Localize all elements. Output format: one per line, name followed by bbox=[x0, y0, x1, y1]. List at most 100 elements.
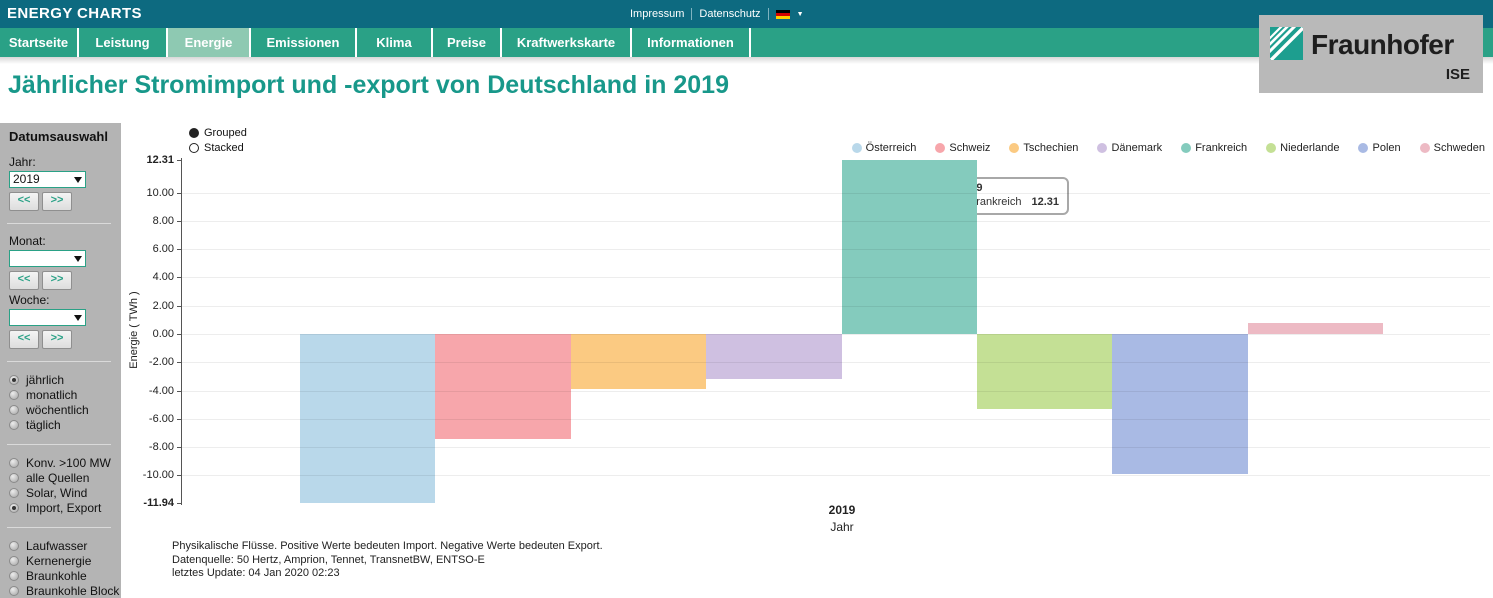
legend-item-schweden[interactable]: Schweden bbox=[1419, 142, 1485, 154]
bar-schweiz[interactable] bbox=[435, 334, 571, 439]
legend-dot-icon bbox=[1097, 143, 1108, 153]
fraunhofer-ise-text: ISE bbox=[1445, 66, 1470, 83]
nav-tab-startseite[interactable]: Startseite bbox=[0, 28, 79, 57]
option-monatlich[interactable]: monatlich bbox=[9, 387, 121, 402]
gridline bbox=[182, 192, 1490, 194]
nav-tab-informationen[interactable]: Informationen bbox=[632, 28, 751, 57]
legend-dot-icon bbox=[1266, 143, 1277, 153]
radio-icon bbox=[189, 143, 199, 153]
axis-tick bbox=[177, 192, 181, 194]
legend-dot-icon bbox=[1419, 143, 1430, 153]
radio-icon bbox=[9, 374, 19, 385]
legend-dot-icon bbox=[851, 143, 862, 153]
option-kernenergie[interactable]: Kernenergie bbox=[9, 553, 121, 568]
gridline bbox=[182, 418, 1490, 420]
bar-d-nemark[interactable] bbox=[706, 334, 842, 380]
datenschutz-link[interactable]: Datenschutz bbox=[699, 8, 761, 20]
option-braunkohle-block[interactable]: Braunkohle Block bbox=[9, 583, 121, 598]
language-dropdown-caret-icon[interactable]: ▼ bbox=[796, 10, 804, 18]
legend-item-sterreich[interactable]: Österreich bbox=[851, 142, 916, 154]
impressum-link[interactable]: Impressum bbox=[630, 8, 685, 20]
option-label: Laufwasser bbox=[26, 538, 88, 553]
option-alle-quellen[interactable]: alle Quellen bbox=[9, 470, 121, 485]
chart-footnotes: Physikalische Flüsse. Positive Werte bed… bbox=[172, 540, 603, 581]
radio-icon bbox=[9, 487, 19, 498]
option-import-export[interactable]: Import, Export bbox=[9, 500, 121, 515]
bar-sterreich[interactable] bbox=[300, 334, 436, 503]
week-next-button[interactable]: >> bbox=[42, 330, 72, 349]
axis-tick bbox=[177, 334, 181, 335]
month-select[interactable] bbox=[9, 250, 86, 267]
fraunhofer-logo[interactable]: Fraunhofer ISE bbox=[1259, 15, 1483, 93]
select-arrow-icon bbox=[74, 315, 82, 321]
option-konv-100-mw[interactable]: Konv. >100 MW bbox=[9, 455, 121, 470]
year-next-button[interactable]: >> bbox=[42, 192, 72, 211]
bar-niederlande[interactable] bbox=[977, 334, 1113, 409]
option-j-hrlich[interactable]: jährlich bbox=[9, 372, 121, 387]
legend-item-d-nemark[interactable]: Dänemark bbox=[1097, 142, 1162, 154]
nav-tab-emissionen[interactable]: Emissionen bbox=[251, 28, 357, 57]
legend-label: Polen bbox=[1372, 142, 1401, 154]
nav-tab-klima[interactable]: Klima bbox=[357, 28, 433, 57]
legend-item-niederlande[interactable]: Niederlande bbox=[1266, 142, 1339, 154]
week-prev-button[interactable]: << bbox=[9, 330, 39, 349]
top-links: Impressum Datenschutz ▼ bbox=[630, 8, 804, 20]
gridline bbox=[182, 447, 1490, 449]
option-solar-wind[interactable]: Solar, Wind bbox=[9, 485, 121, 500]
gridline bbox=[182, 277, 1490, 279]
year-select[interactable]: 2019 bbox=[9, 171, 86, 188]
bar-schweden[interactable] bbox=[1247, 322, 1384, 334]
week-select[interactable] bbox=[9, 309, 86, 326]
option-label: Kernenergie bbox=[26, 553, 92, 568]
mode-label: Stacked bbox=[204, 142, 244, 154]
radio-icon bbox=[9, 570, 19, 581]
legend-label: Schweden bbox=[1433, 142, 1485, 154]
month-next-button[interactable]: >> bbox=[42, 271, 72, 290]
axis-tick bbox=[177, 390, 181, 392]
y-tick-label: 0.00 bbox=[152, 328, 174, 340]
bar-tschechien[interactable] bbox=[570, 334, 707, 390]
legend-dot-icon bbox=[935, 143, 946, 153]
option-label: Import, Export bbox=[26, 500, 102, 515]
legend-item-tschechien[interactable]: Tschechien bbox=[1009, 142, 1078, 154]
radio-icon bbox=[9, 585, 19, 596]
x-axis-title: Jahr bbox=[830, 520, 854, 534]
footnote-line: Physikalische Flüsse. Positive Werte bed… bbox=[172, 540, 603, 552]
year-prev-button[interactable]: << bbox=[9, 192, 39, 211]
divider bbox=[7, 223, 111, 224]
legend-item-polen[interactable]: Polen bbox=[1358, 142, 1401, 154]
option-t-glich[interactable]: täglich bbox=[9, 417, 121, 432]
fuel-options: Laufwasser Kernenergie Braunkohle Braunkohl… bbox=[9, 538, 121, 598]
option-laufwasser[interactable]: Laufwasser bbox=[9, 538, 121, 553]
divider bbox=[691, 8, 693, 20]
nav-tab-preise[interactable]: Preise bbox=[433, 28, 502, 57]
mode-label: Grouped bbox=[204, 127, 247, 139]
month-label: Monat: bbox=[9, 234, 46, 248]
radio-icon bbox=[9, 472, 19, 483]
bar-frankreich[interactable] bbox=[841, 159, 977, 334]
option-label: täglich bbox=[26, 417, 61, 432]
legend-item-schweiz[interactable]: Schweiz bbox=[935, 142, 990, 154]
gridline bbox=[182, 475, 1490, 477]
german-flag-icon[interactable] bbox=[775, 9, 790, 19]
radio-icon bbox=[9, 389, 19, 400]
divider bbox=[7, 527, 111, 528]
radio-icon bbox=[9, 419, 19, 430]
month-prev-button[interactable]: << bbox=[9, 271, 39, 290]
axis-tick bbox=[177, 159, 181, 161]
nav-tab-kraftwerkskarte[interactable]: Kraftwerkskarte bbox=[502, 28, 632, 57]
option-label: Konv. >100 MW bbox=[26, 455, 111, 470]
bar-polen[interactable] bbox=[1112, 334, 1248, 474]
nav-tab-energie[interactable]: Energie bbox=[168, 28, 251, 57]
axis-tick bbox=[177, 249, 181, 251]
y-tick-label: 10.00 bbox=[146, 186, 174, 199]
chart-mode-stacked[interactable]: Stacked bbox=[189, 142, 244, 154]
legend-item-frankreich[interactable]: Frankreich bbox=[1181, 142, 1247, 154]
option-braunkohle[interactable]: Braunkohle bbox=[9, 568, 121, 583]
chart-mode-grouped[interactable]: Grouped bbox=[189, 127, 247, 139]
chart-legend: Österreich Schweiz Tschechien Dänemark Frank… bbox=[851, 142, 1485, 154]
nav-tab-leistung[interactable]: Leistung bbox=[79, 28, 168, 57]
year-select-value: 2019 bbox=[13, 172, 40, 186]
option-label: Braunkohle Block bbox=[26, 583, 120, 598]
option-w-chentlich[interactable]: wöchentlich bbox=[9, 402, 121, 417]
